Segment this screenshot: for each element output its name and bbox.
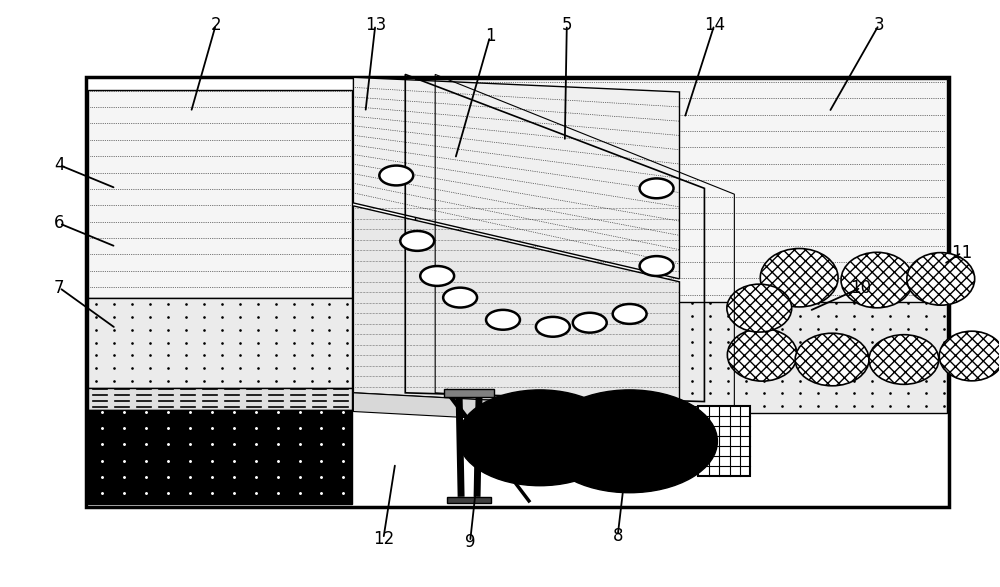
Bar [444,389,494,397]
Text: 12: 12 [373,530,394,548]
Polygon shape [353,393,679,429]
Polygon shape [530,414,640,465]
Circle shape [573,313,607,333]
Text: 8: 8 [612,527,623,545]
Circle shape [536,317,570,337]
Bar [698,406,750,477]
Text: 10: 10 [850,279,872,296]
Circle shape [542,390,717,492]
Text: 5: 5 [562,16,572,34]
Text: 4: 4 [54,156,64,174]
Ellipse shape [795,333,869,386]
Circle shape [443,288,477,308]
Bar [86,77,949,507]
Circle shape [486,310,520,330]
Ellipse shape [869,335,939,384]
Bar [447,497,491,502]
Ellipse shape [841,252,913,308]
Circle shape [379,166,413,185]
Bar [88,388,352,410]
Text: 2: 2 [210,16,221,34]
Circle shape [613,304,647,324]
Text: 13: 13 [365,16,386,34]
Circle shape [400,231,434,251]
Bar [88,298,352,388]
Text: 7: 7 [54,279,64,296]
Text: 6: 6 [54,214,64,232]
Ellipse shape [760,248,838,307]
Polygon shape [353,206,679,410]
Circle shape [458,390,622,485]
Text: 14: 14 [704,16,725,34]
Text: 9: 9 [465,533,475,551]
Text: 11: 11 [951,244,972,262]
Bar [88,410,352,504]
Bar [88,90,352,298]
Ellipse shape [939,331,1000,381]
Circle shape [640,256,674,276]
Ellipse shape [727,329,797,381]
Ellipse shape [907,252,975,305]
Text: 1: 1 [485,28,495,45]
Circle shape [640,178,674,198]
Ellipse shape [727,284,792,332]
Bar [415,79,947,305]
Circle shape [420,266,454,286]
Polygon shape [353,77,679,279]
Text: 3: 3 [874,16,884,34]
Bar [415,302,947,413]
